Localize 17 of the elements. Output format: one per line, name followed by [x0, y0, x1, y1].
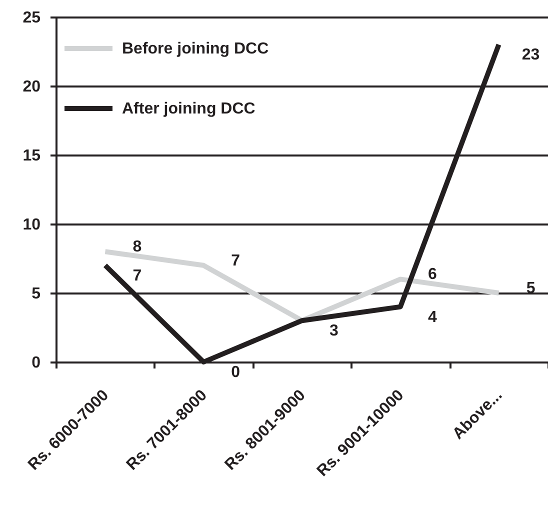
y-tick-label: 5	[32, 286, 41, 302]
data-label: 7	[132, 267, 142, 284]
data-label: 7	[231, 252, 240, 270]
y-tick-label: 0	[32, 354, 41, 372]
data-label: 6	[428, 266, 437, 284]
legend-label: Before joining DCC	[122, 40, 270, 58]
data-label: 5	[526, 280, 536, 297]
data-label: 8	[132, 238, 142, 256]
data-label: 3	[330, 322, 339, 340]
y-tick-label: 20	[22, 78, 41, 96]
data-label: 0	[231, 364, 240, 381]
legend-label: After joining DCC	[122, 100, 256, 118]
y-tick-label: 10	[22, 216, 41, 234]
data-label: 4	[428, 308, 437, 326]
y-tick-label: 25	[22, 10, 41, 26]
data-label: 23	[522, 46, 540, 64]
y-tick-label: 15	[22, 148, 41, 164]
